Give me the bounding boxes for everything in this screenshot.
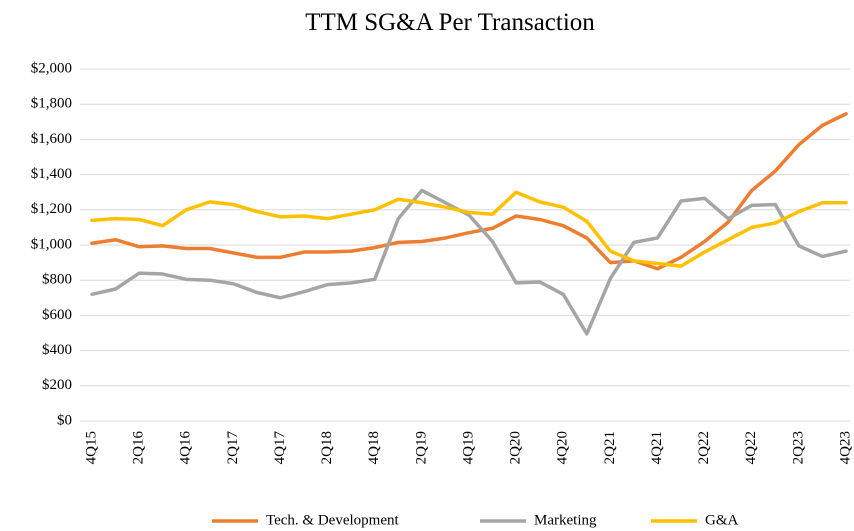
- y-tick-label: $800: [42, 272, 72, 288]
- x-tick-label: 2Q19: [413, 431, 429, 464]
- x-tick-label: 4Q17: [272, 431, 288, 465]
- x-tick-label: 2Q20: [508, 431, 524, 464]
- x-tick-label: 2Q23: [790, 431, 806, 464]
- y-tick-label: $1,600: [31, 131, 72, 147]
- x-tick-label: 4Q22: [743, 431, 759, 464]
- x-tick-label: 4Q23: [837, 431, 853, 464]
- y-tick-label: $1,000: [31, 236, 72, 252]
- series-line: [90, 190, 848, 268]
- y-tick-label: $0: [57, 412, 72, 428]
- legend-label: Marketing: [534, 512, 597, 528]
- series-line: [90, 188, 848, 336]
- x-tick-label: 2Q21: [602, 431, 618, 464]
- x-tick-label: 2Q16: [131, 431, 147, 465]
- y-tick-label: $200: [42, 377, 72, 393]
- x-tick-label: 4Q19: [460, 431, 476, 464]
- x-tick-label: 4Q21: [649, 431, 665, 464]
- x-tick-label: 4Q15: [83, 431, 99, 464]
- x-tick-label: 2Q17: [225, 431, 241, 465]
- chart-title: TTM SG&A Per Transaction: [305, 9, 595, 36]
- x-tick-label: 4Q18: [366, 431, 382, 464]
- y-tick-label: $600: [42, 307, 72, 323]
- legend-label: Tech. & Development: [266, 512, 399, 528]
- y-tick-label: $1,200: [31, 201, 72, 217]
- y-tick-label: $400: [42, 342, 72, 358]
- x-tick-label: 4Q20: [555, 431, 571, 464]
- legend-label: G&A: [705, 512, 739, 528]
- series-line: [90, 112, 848, 271]
- x-tick-label: 4Q16: [178, 431, 194, 465]
- y-tick-label: $2,000: [31, 60, 72, 76]
- x-tick-label: 2Q18: [319, 431, 335, 464]
- x-tick-label: 2Q22: [696, 431, 712, 464]
- y-tick-label: $1,400: [31, 166, 72, 182]
- y-tick-label: $1,800: [31, 96, 72, 112]
